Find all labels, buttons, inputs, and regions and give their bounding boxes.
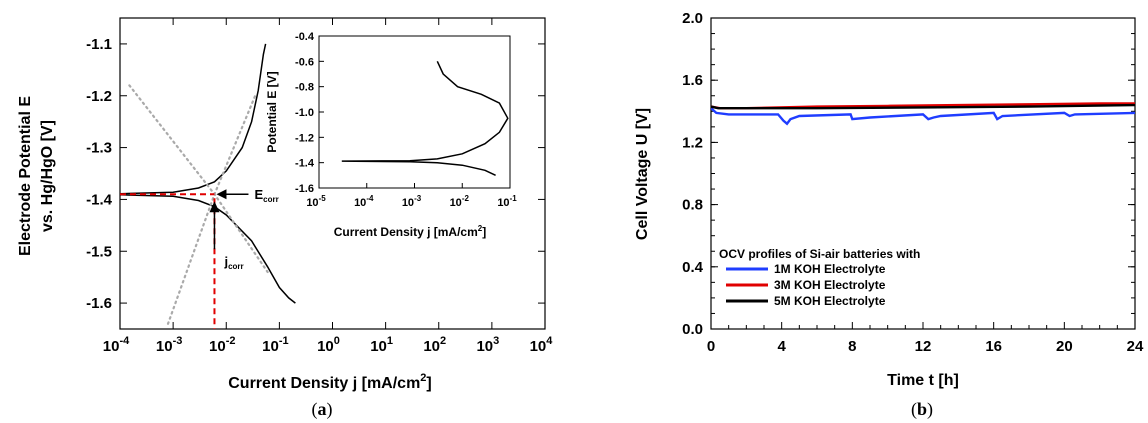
inset-x-ticks: 10-5 10-4 10-3 10-2 10-1 (306, 183, 517, 209)
panel-b-x-tick-label: 16 (985, 338, 1002, 355)
panel-a-y-tick-label: -1.6 (86, 295, 112, 312)
inset-y-tick-label: -1.2 (295, 132, 314, 144)
inset-polarization-line (341, 60, 509, 176)
panel-b-series-line (711, 107, 1135, 126)
panel-b-series (711, 102, 1135, 126)
inset-y-axis-label: Potential E [V] (265, 71, 279, 152)
inset-y-tick-label: -1.0 (295, 107, 314, 119)
inset-y-tick-label: -1.6 (295, 183, 314, 195)
panel-b-y-tick-label: 0.0 (682, 321, 703, 338)
panel-b-legend: OCV profiles of Si-air batteries with 1M… (719, 247, 920, 308)
panel-a-y-tick-label: -1.2 (86, 88, 112, 105)
panel-a-y-tick-label: -1.3 (86, 140, 112, 157)
ecorr-arrowhead (216, 189, 227, 200)
panel-b-y-axis-label: Cell Voltage U [V] (634, 108, 651, 240)
panel-a-x-ticks: 10-4 10-3 10-2 10-1 100 101 102 103 104 (103, 18, 554, 355)
panel-a-y-tick-label: -1.4 (86, 191, 113, 208)
panel-a-inset: 10-5 10-4 10-3 10-2 10-1 -0.4 -0.6 -0.8 -1.0 -1.… (265, 31, 517, 239)
panel-a-x-tick-label: 10-1 (262, 335, 288, 355)
inset-y-tick-label: -1.4 (295, 158, 315, 170)
panel-b-y-ticks: 0.0 0.4 0.8 1.2 1.6 2.0 (682, 10, 1135, 338)
panel-a-caption: (a) (312, 399, 333, 420)
inset-series (341, 60, 509, 176)
panel-b-y-tick-label: 0.4 (682, 259, 704, 276)
jcorr-arrowhead (209, 201, 220, 213)
inset-y-tick-label: -0.4 (295, 31, 315, 43)
panel-a-x-tick-label: 10-2 (209, 335, 235, 355)
inset-x-axis-label: Current Density j [mA/cm2] (334, 224, 486, 239)
panel-b-x-tick-label: 0 (707, 338, 715, 355)
panel-a-y-ticks: -1.1 -1.2 -1.3 -1.4 -1.5 -1.6 (86, 36, 545, 312)
panel-a-x-tick-label: 102 (423, 335, 446, 355)
panel-a-x-tick-label: 100 (317, 335, 340, 355)
panel-a-x-tick-label: 101 (370, 335, 393, 355)
panel-b-x-axis-label: Time t [h] (887, 372, 959, 389)
inset-x-tick-label: 10-2 (450, 194, 470, 209)
panel-b-x-tick-label: 24 (1127, 338, 1144, 355)
panel-b-y-tick-label: 2.0 (682, 10, 703, 27)
inset-x-tick-label: 10-3 (402, 194, 422, 209)
legend-entry: 1M KOH Electrolyte (774, 262, 886, 276)
panel-b: 0 4 8 12 16 20 24 0.0 0.4 0.8 1.2 1.6 2.0 Time t [h… (634, 10, 1144, 420)
panel-b-y-tick-label: 1.2 (682, 134, 703, 151)
panel-b-x-tick-label: 8 (848, 338, 856, 355)
panel-a: 10-4 10-3 10-2 10-1 100 101 102 103 104 -1.1 -1.2… (17, 17, 554, 420)
legend-entry: 5M KOH Electrolyte (774, 294, 886, 308)
panel-b-x-tick-label: 20 (1056, 338, 1073, 355)
legend-title: OCV profiles of Si-air batteries with (719, 247, 920, 261)
inset-x-tick-label: 10-5 (306, 194, 326, 209)
panel-a-x-tick-label: 104 (530, 335, 554, 355)
inset-y-ticks: -0.4 -0.6 -0.8 -1.0 -1.2 -1.4 -1.6 (295, 31, 324, 195)
legend-entry: 3M KOH Electrolyte (774, 278, 886, 292)
ecorr-label: Ecorr (254, 187, 278, 204)
panel-a-anodic-line (120, 43, 267, 195)
panel-b-x-ticks: 0 4 8 12 16 20 24 (707, 322, 1144, 355)
panel-a-y-tick-label: -1.1 (86, 36, 112, 53)
panel-b-x-tick-label: 4 (777, 338, 786, 355)
panel-a-series (120, 43, 296, 325)
inset-x-tick-label: 10-1 (497, 194, 517, 209)
panel-b-x-tick-label: 12 (915, 338, 932, 355)
panel-a-cathodic-line (120, 194, 296, 304)
inset-y-tick-label: -0.8 (295, 82, 314, 94)
panel-a-y-axis-label-line2: vs. Hg/HgO [V] (39, 120, 56, 232)
inset-x-tick-label: 10-4 (354, 194, 374, 209)
panel-a-y-axis-label-line1: Electrode Potential E (17, 96, 34, 256)
panel-a-x-tick-label: 103 (476, 335, 499, 355)
panel-b-y-tick-label: 0.8 (682, 197, 703, 214)
panel-b-y-tick-label: 1.6 (682, 72, 703, 89)
panel-a-x-axis-label: Current Density j [mA/cm2] (228, 372, 432, 392)
inset-frame (318, 35, 511, 189)
jcorr-label: jcorr (223, 254, 243, 271)
inset-y-tick-label: -0.6 (295, 56, 314, 68)
panel-a-y-tick-label: -1.5 (86, 243, 112, 260)
panel-a-tafel-cathodic-line (128, 84, 269, 274)
panel-b-series-line (711, 103, 1135, 110)
panel-a-x-tick-label: 10-4 (103, 335, 130, 355)
panel-a-x-tick-label: 10-3 (156, 335, 182, 355)
panel-b-caption: (b) (911, 399, 933, 420)
